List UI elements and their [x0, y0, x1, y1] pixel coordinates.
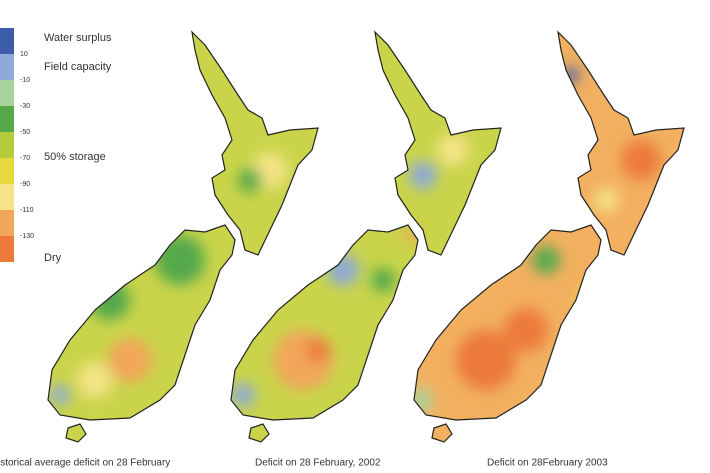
legend-label: Field capacity — [44, 61, 112, 73]
map-zones — [231, 134, 469, 407]
map-zone — [409, 161, 437, 189]
legend-swatch — [0, 106, 14, 132]
map-zone — [405, 227, 421, 243]
legend-tick: -10 — [20, 77, 30, 84]
map-zone — [155, 235, 205, 285]
map-zone — [306, 338, 330, 362]
legend-tick: 10 — [20, 51, 28, 58]
map-caption: istorical average deficit on 28 February — [0, 458, 170, 469]
legend-swatch — [0, 158, 14, 184]
map-zone — [371, 268, 395, 292]
map-zone — [238, 168, 262, 192]
legend-swatch — [0, 184, 14, 210]
map-outline — [230, 30, 502, 443]
legend-swatch — [0, 28, 14, 54]
legend-swatch — [0, 54, 14, 80]
legend-tick: -30 — [20, 103, 30, 110]
map-caption: Deficit on 28February 2003 — [487, 458, 608, 469]
legend-label: 50% storage — [44, 151, 106, 163]
map-zone — [231, 383, 255, 407]
legend-swatch — [0, 80, 14, 106]
legend-label: Dry — [44, 252, 62, 264]
legend-swatch — [0, 236, 14, 262]
map-outline — [413, 30, 685, 443]
legend-tick: -70 — [20, 155, 30, 162]
map-zone — [77, 362, 113, 398]
legend-tick: -130 — [20, 233, 34, 240]
map-zone — [504, 308, 548, 352]
legend-swatch — [0, 132, 14, 158]
map-zone — [577, 286, 605, 314]
map-caption: Deficit on 28 February, 2002 — [255, 458, 381, 469]
map-zone — [532, 246, 560, 274]
legend-tick: -90 — [20, 181, 30, 188]
legend-tick: -110 — [20, 207, 34, 214]
map-outline — [47, 30, 319, 443]
legend-tick: -50 — [20, 129, 30, 136]
map-zone — [108, 338, 152, 382]
map-zone — [594, 188, 618, 212]
legend-swatch — [0, 210, 14, 236]
map-zone — [456, 330, 516, 390]
legend-label: Water surplus — [44, 32, 112, 44]
map-zone — [50, 385, 70, 405]
map-zone — [437, 134, 469, 166]
map-zone — [621, 140, 661, 180]
